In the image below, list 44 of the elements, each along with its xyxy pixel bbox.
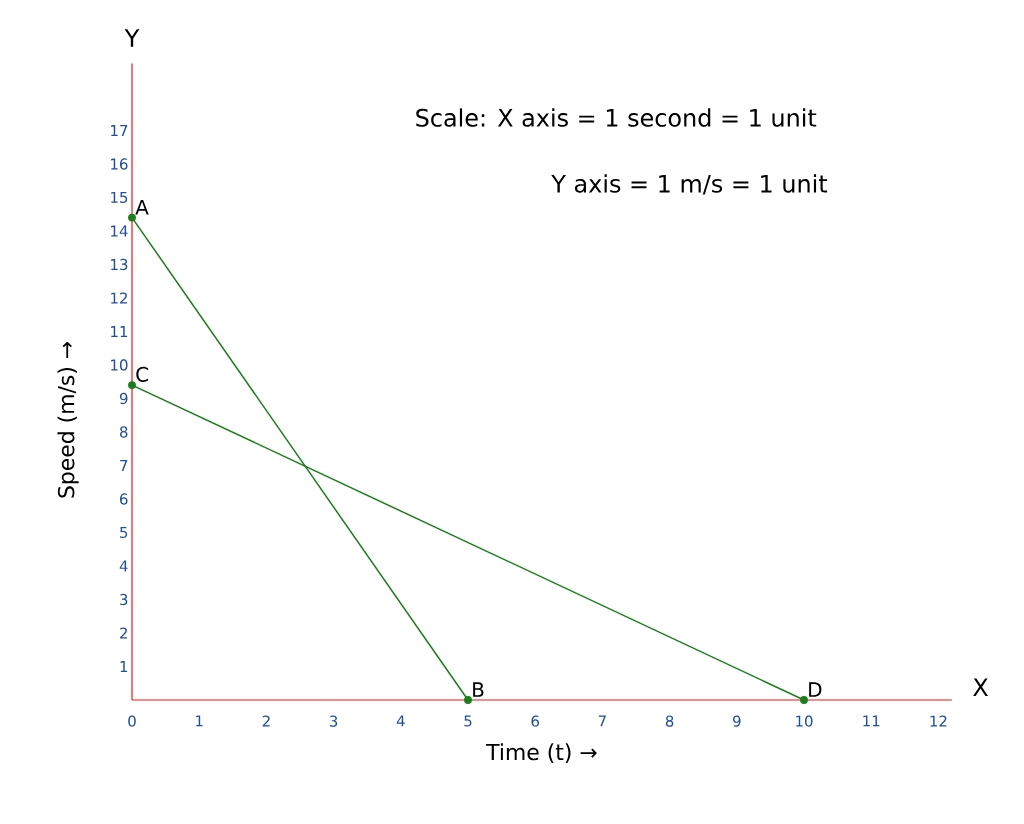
y-tick-label: 5 xyxy=(120,526,128,539)
x-tick-label: 3 xyxy=(329,715,338,727)
y-tick-label: 12 xyxy=(111,292,127,304)
y-tick-label: 17 xyxy=(111,125,128,136)
annotation: Scale: X axis = 1 second = 1 unit xyxy=(416,108,817,127)
y-tick-label: 9 xyxy=(119,392,128,405)
x-tick-label: 12 xyxy=(930,715,947,727)
y-tick-label: 10 xyxy=(111,359,128,371)
x-tick-label: 6 xyxy=(531,715,540,727)
y-tick-label: 2 xyxy=(120,627,127,639)
y-tick-label: 13 xyxy=(111,258,128,271)
y-tick-label: 1 xyxy=(120,661,128,672)
x-tick-label: 0 xyxy=(128,715,136,727)
annotation: C xyxy=(136,366,149,382)
annotation: D xyxy=(809,682,822,697)
point xyxy=(128,381,136,390)
y-tick-label: 8 xyxy=(119,426,128,438)
x-tick-label: 9 xyxy=(732,715,741,727)
y-tick-label: 3 xyxy=(120,593,128,606)
x-tick-label: 8 xyxy=(665,715,674,727)
annotation: Y axis = 1 m/s = 1 unit xyxy=(551,174,828,195)
y-tick-label: 11 xyxy=(111,326,128,337)
point xyxy=(128,213,136,222)
x-tick-label: 11 xyxy=(863,715,880,727)
y-tick-label: 4 xyxy=(119,560,128,572)
x-tick-label: 7 xyxy=(598,715,606,727)
y-tick-label: 15 xyxy=(111,191,128,204)
point xyxy=(464,696,472,704)
y-tick-label: 14 xyxy=(111,225,128,237)
x-tick-label: 5 xyxy=(464,715,472,727)
annotation: B xyxy=(473,682,484,697)
x-tick-label: 10 xyxy=(796,715,813,727)
y-axis-title: Speed (m/s) → xyxy=(57,341,79,498)
annotation: A xyxy=(135,199,149,215)
y-tick-label: 7 xyxy=(120,460,128,471)
x-tick-label: 4 xyxy=(396,715,405,727)
x-tick-label: 1 xyxy=(196,715,203,727)
x-axis-title: Time (t) → xyxy=(486,743,597,763)
x-tick-label: 2 xyxy=(262,715,270,727)
point xyxy=(800,696,808,704)
y-tick-label: 6 xyxy=(120,493,128,505)
y-tick-label: 16 xyxy=(111,158,128,170)
text: X xyxy=(973,678,988,696)
text: Y xyxy=(124,29,140,47)
